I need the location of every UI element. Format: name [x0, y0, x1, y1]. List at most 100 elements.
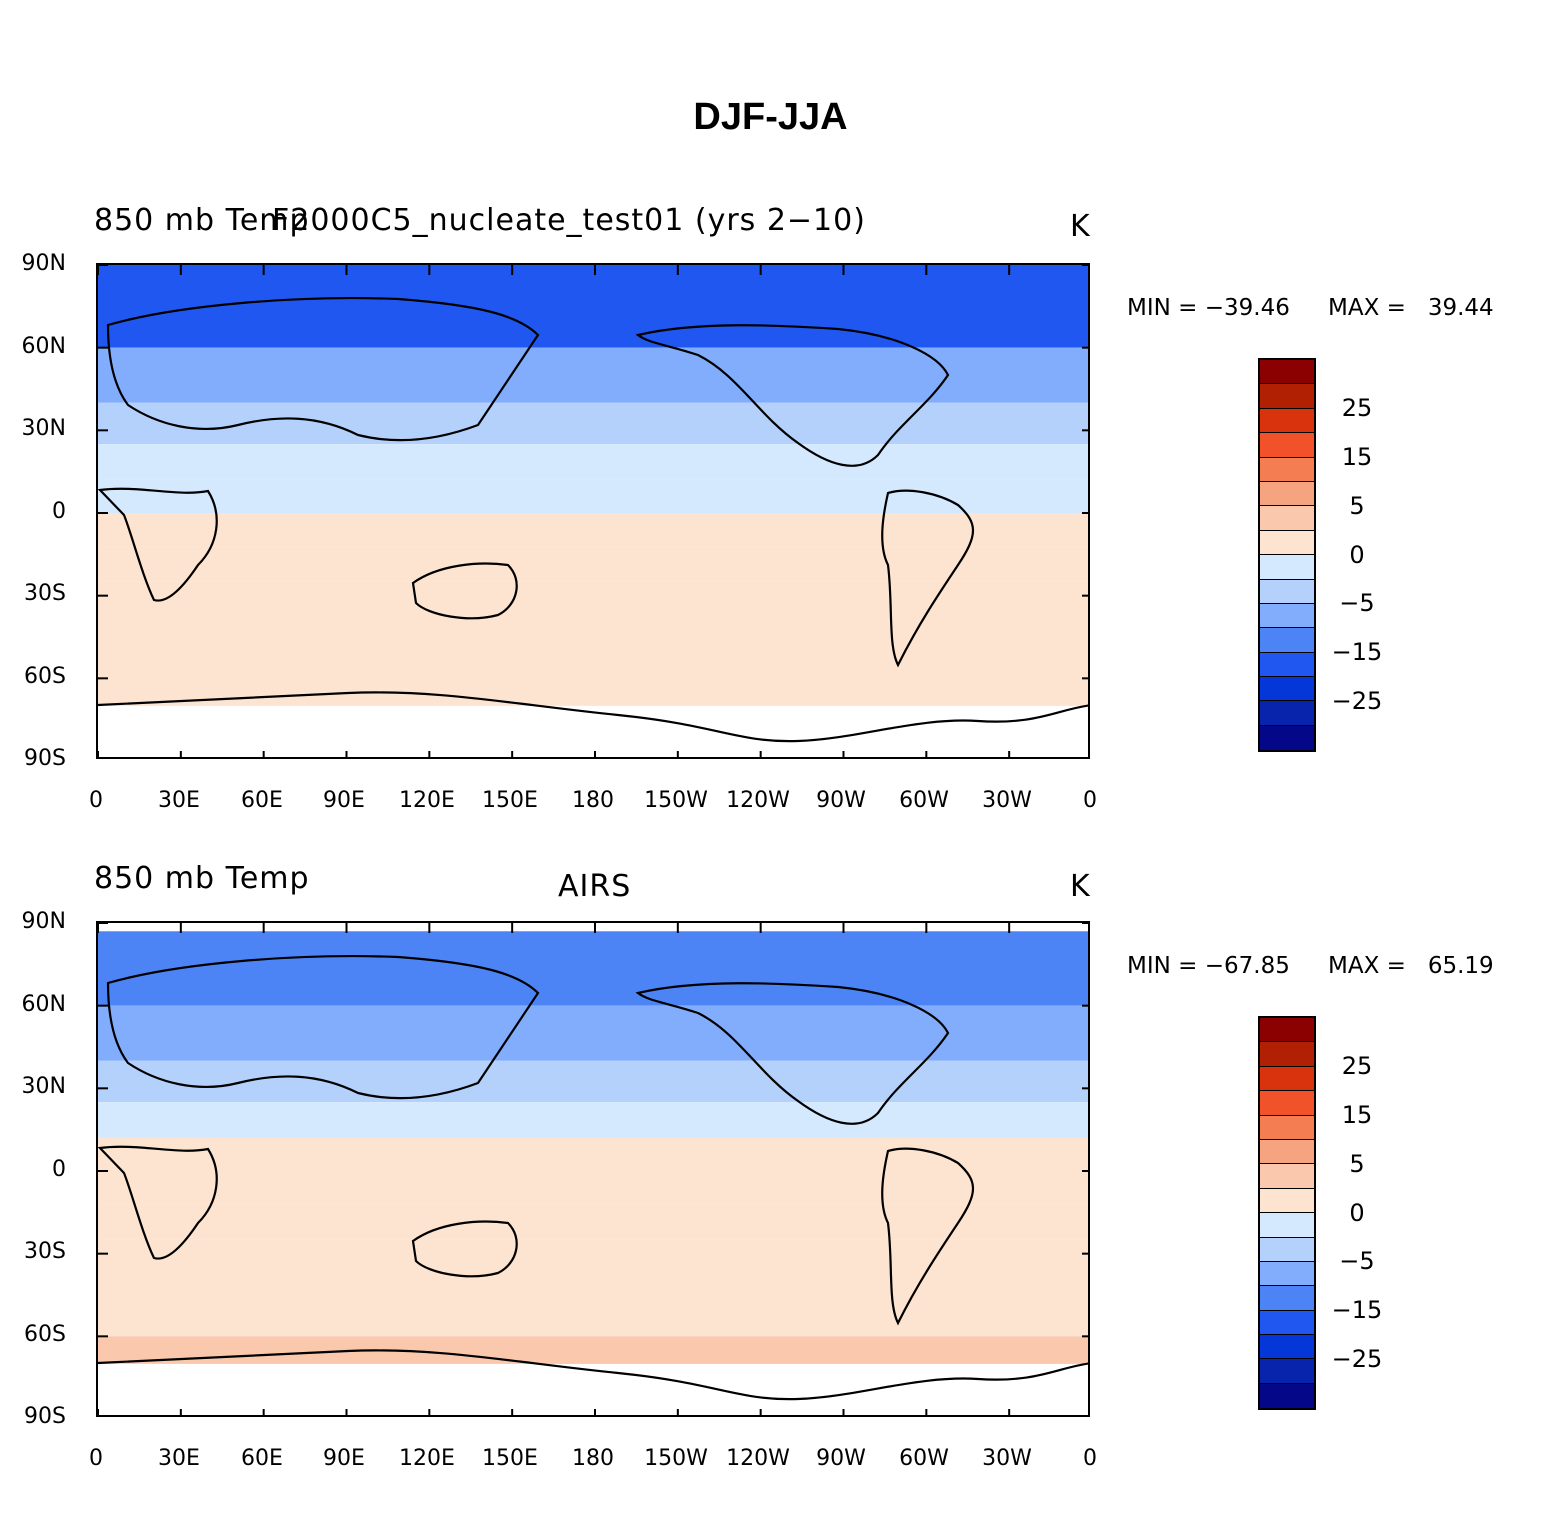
zonal-band [98, 1137, 1088, 1171]
lon-tick-label: 30W [982, 1446, 1032, 1471]
colorbar-swatch [1260, 579, 1314, 604]
coastline [106, 297, 540, 442]
lat-tick-label: 60S [24, 1322, 66, 1347]
lat-tick-label: 90N [21, 251, 66, 276]
lon-tick-label: 120E [399, 788, 455, 813]
zonal-band [98, 1171, 1088, 1205]
lat-tick-label: 0 [52, 499, 66, 524]
zonal-band [98, 1005, 1088, 1061]
colorbar-swatch [1260, 457, 1314, 482]
colorbar-label: 5 [1349, 492, 1365, 520]
coastline [98, 1145, 218, 1260]
panel-obs: 850 mb Temp AIRS K 90N 60N 30N 0 30S 60S… [0, 853, 1541, 1493]
lon-tick-label: 150W [644, 1446, 708, 1471]
zonal-band [98, 265, 1088, 348]
lon-tick-label: 120W [726, 1446, 790, 1471]
zonal-band [98, 931, 1088, 1006]
colorbar-label: 25 [1341, 394, 1373, 422]
zonal-band [98, 402, 1088, 445]
colorbar-label: 0 [1349, 541, 1365, 569]
colorbar-swatch [1260, 1188, 1314, 1214]
panel-center-title: F2000C5_nucleate_test01 (yrs 2−10) [272, 203, 866, 238]
lon-tick-label: 120W [726, 788, 790, 813]
colorbar-swatch [1260, 1286, 1314, 1311]
zonal-band [98, 347, 1088, 403]
colorbar-swatch [1260, 1164, 1314, 1189]
lat-tick-label: 90S [24, 1404, 66, 1429]
colorbar-swatch [1260, 652, 1314, 678]
colorbar-label: −15 [1331, 638, 1383, 666]
lon-tick-label: 0 [1083, 788, 1097, 813]
zonal-band [98, 546, 1088, 582]
lat-tick-label: 30N [21, 416, 66, 441]
coastline [98, 691, 1088, 743]
lon-tick-label: 0 [89, 1446, 103, 1471]
lon-tick-label: 30E [158, 788, 200, 813]
map-svg [98, 265, 1088, 757]
colorbar-swatch [1260, 481, 1314, 507]
lon-tick-label: 90W [816, 788, 866, 813]
colorbar-swatch [1260, 1042, 1314, 1067]
colorbar-swatch [1260, 603, 1314, 629]
colorbar-swatch [1260, 1115, 1314, 1140]
colorbar-swatch [1260, 360, 1314, 385]
colorbar-swatch [1260, 384, 1314, 409]
zonal-band [98, 1295, 1088, 1337]
lat-tick-label: 30S [24, 581, 66, 606]
colorbar-label: 0 [1349, 1199, 1365, 1227]
colorbar-swatch [1260, 1066, 1314, 1092]
colorbar-swatch [1260, 628, 1314, 653]
lon-tick-label: 0 [1083, 1446, 1097, 1471]
colorbar-swatch [1260, 1091, 1314, 1116]
coastline [635, 982, 950, 1125]
colorbar-swatch [1260, 725, 1314, 751]
zonal-band [98, 1336, 1088, 1364]
colorbar-label: 5 [1349, 1150, 1365, 1178]
colorbar-swatch [1260, 1018, 1314, 1043]
zonal-band [98, 678, 1088, 706]
coastline [98, 487, 218, 602]
colorbar-label: −5 [1339, 589, 1375, 617]
max-value: MAX = 39.44 [1328, 295, 1494, 321]
zonal-band [98, 479, 1088, 513]
lon-tick-label: 30E [158, 1446, 200, 1471]
colorbar-swatch [1260, 701, 1314, 726]
coastline [881, 1147, 974, 1326]
lon-tick-label: 180 [572, 1446, 614, 1471]
colorbar-label: −25 [1331, 1345, 1383, 1373]
lon-tick-label: 30W [982, 788, 1032, 813]
coastline [98, 1349, 1088, 1401]
lon-tick-label: 150E [482, 1446, 538, 1471]
lat-tick-label: 60N [21, 992, 66, 1017]
lon-tick-label: 180 [572, 788, 614, 813]
colorbar-swatch [1260, 433, 1314, 458]
lon-tick-label: 150W [644, 788, 708, 813]
panel-model: 850 mb Temp F2000C5_nucleate_test01 (yrs… [0, 195, 1541, 835]
lon-tick-label: 60W [899, 1446, 949, 1471]
map-svg [98, 923, 1088, 1415]
panel-center-title: AIRS [558, 869, 632, 904]
colorbar-label: −15 [1331, 1296, 1383, 1324]
map-plot [96, 921, 1090, 1417]
zonal-band [98, 1204, 1088, 1240]
colorbar-swatch [1260, 1310, 1314, 1336]
lat-tick-label: 30N [21, 1074, 66, 1099]
colorbar-swatch [1260, 408, 1314, 434]
figure-title: DJF-JJA [693, 96, 848, 138]
lon-tick-label: 120E [399, 1446, 455, 1471]
colorbar-swatch [1260, 1359, 1314, 1384]
colorbar-label: 25 [1341, 1052, 1373, 1080]
coastline [411, 562, 518, 620]
min-value: MIN = −67.85 [1127, 953, 1290, 979]
colorbar-swatch [1260, 1139, 1314, 1165]
colorbar-swatch [1260, 1383, 1314, 1409]
min-value: MIN = −39.46 [1127, 295, 1290, 321]
colorbar-label: −5 [1339, 1247, 1375, 1275]
coastline [635, 324, 950, 467]
zonal-band [98, 1239, 1088, 1295]
lat-tick-label: 30S [24, 1239, 66, 1264]
zonal-band [98, 1060, 1088, 1103]
colorbar-swatch [1260, 1261, 1314, 1287]
units-label: K [1070, 209, 1091, 244]
colorbar-swatch [1260, 530, 1314, 556]
